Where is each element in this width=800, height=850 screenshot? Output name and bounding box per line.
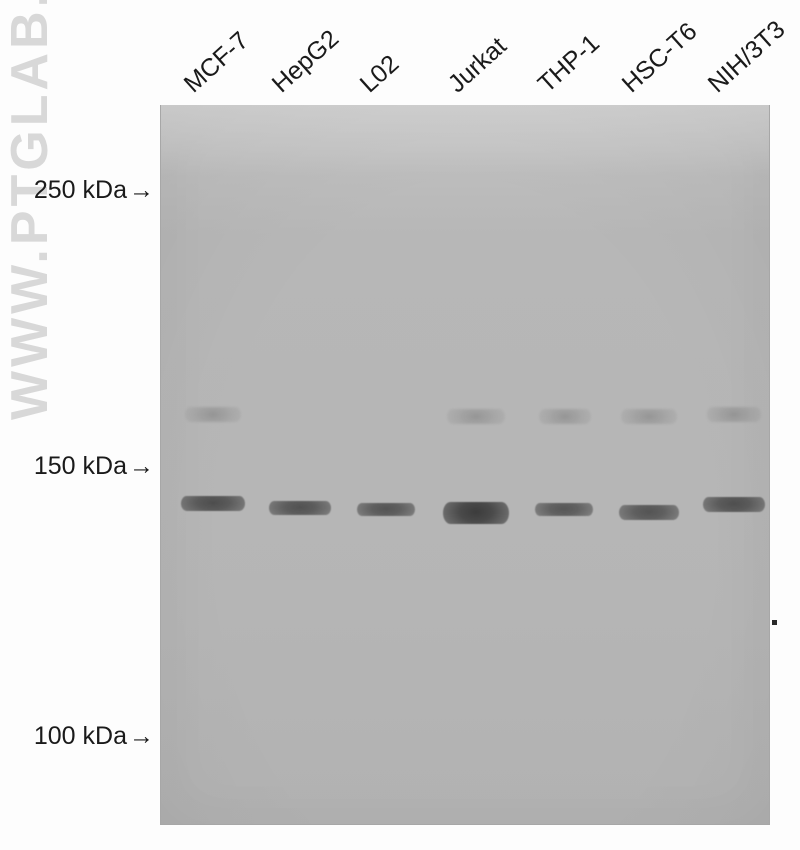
arrow-right-icon: → [129,722,154,751]
mw-marker-label: 250 kDa [34,176,127,204]
protein-band-faint [621,409,677,424]
figure-container: WWW.PTGLAB.COM MCF-7 HepG2 L02 Jurkat TH… [0,0,800,850]
lane-label: NIH/3T3 [703,15,792,99]
protein-band [269,501,331,515]
western-blot-membrane [160,105,770,825]
blot-top-gradient [161,105,769,175]
lane-label: THP-1 [533,29,606,99]
lane-label: HSC-T6 [617,17,704,99]
protein-band-faint [447,409,505,424]
lane-label: MCF-7 [179,26,255,99]
mw-marker: 100 kDa→ [34,722,154,751]
protein-band [443,502,509,524]
protein-band [181,496,245,511]
mw-marker: 150 kDa→ [34,452,154,481]
protein-band-faint [707,407,761,422]
mw-marker: 250 kDa→ [34,176,154,205]
mw-marker-label: 150 kDa [34,452,127,480]
arrow-right-icon: → [129,176,154,205]
lane-label: Jurkat [443,32,513,99]
mw-marker-label: 100 kDa [34,722,127,750]
arrow-right-icon: → [129,452,154,481]
protein-band [703,497,765,512]
lane-labels-row: MCF-7 HepG2 L02 Jurkat THP-1 HSC-T6 NIH/… [160,0,770,105]
protein-band [619,505,679,520]
lane-label: L02 [355,50,405,99]
protein-band [535,503,593,516]
watermark-text: WWW.PTGLAB.COM [0,0,60,420]
lane-label: HepG2 [267,24,345,99]
edge-tick-mark [772,620,777,625]
protein-band-faint [185,407,241,422]
protein-band-faint [539,409,591,424]
protein-band [357,503,415,516]
